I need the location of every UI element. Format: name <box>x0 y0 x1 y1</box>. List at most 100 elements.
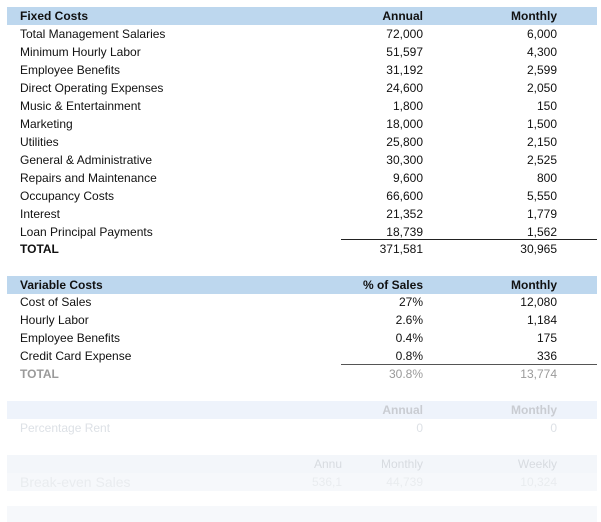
row-monthly: 150 <box>536 99 557 113</box>
percentage-rent-label: Percentage Rent <box>20 421 111 435</box>
fixed-cost-row: Occupancy Costs 66,600 5,550 <box>7 187 597 205</box>
breakeven-header: Annu Monthly Weekly <box>7 455 597 473</box>
row-annual: 51,597 <box>386 45 423 59</box>
variable-cost-row: Employee Benefits 0.4% 175 <box>7 329 597 347</box>
row-label: Music & Entertainment <box>20 99 141 113</box>
total-label: TOTAL <box>20 242 59 256</box>
row-label: Total Management Salaries <box>20 27 166 41</box>
weekly-column-header: Weekly <box>517 457 557 471</box>
row-monthly: 2,525 <box>526 153 557 167</box>
percentage-rent-monthly: 0 <box>550 421 557 435</box>
breakeven-annual: 536,1 <box>311 475 342 489</box>
total-monthly: 30,965 <box>520 242 557 256</box>
fixed-cost-row: Loan Principal Payments 18,739 1,562 <box>7 223 597 241</box>
variable-costs-total-row: TOTAL 30.8% 13,774 <box>7 365 597 383</box>
variable-cost-row: Hourly Labor 2.6% 1,184 <box>7 311 597 329</box>
monthly-column-header: Monthly <box>380 457 423 471</box>
row-monthly: 2,050 <box>526 81 557 95</box>
row-label: Loan Principal Payments <box>20 225 153 239</box>
monthly-column-header: Monthly <box>511 403 557 417</box>
row-annual: 31,192 <box>386 63 423 77</box>
row-label: Hourly Labor <box>20 313 89 327</box>
variable-cost-row: Cost of Sales 27% 12,080 <box>7 293 597 311</box>
pct-sales-column-header: % of Sales <box>362 278 423 292</box>
breakeven-weekly: 10,324 <box>520 475 557 489</box>
row-monthly: 1,779 <box>526 207 557 221</box>
row-annual: 30,300 <box>386 153 423 167</box>
fixed-cost-row: Music & Entertainment 1,800 150 <box>7 97 597 115</box>
row-monthly: 1,500 <box>526 117 557 131</box>
row-monthly: 4,300 <box>526 45 557 59</box>
percentage-rent-row: Percentage Rent 0 0 <box>7 419 597 437</box>
fixed-costs-total-row: TOTAL 371,581 30,965 <box>7 240 597 258</box>
fixed-costs-header: Fixed Costs Annual Monthly <box>7 7 597 25</box>
row-monthly: 6,000 <box>526 27 557 41</box>
fixed-cost-row: Total Management Salaries 72,000 6,000 <box>7 25 597 43</box>
breakeven-sales-row: Break-even Sales 536,1 44,739 10,324 <box>7 473 597 491</box>
row-label: Credit Card Expense <box>20 349 132 363</box>
row-label: Minimum Hourly Labor <box>20 45 141 59</box>
row-label: Employee Benefits <box>20 331 121 345</box>
row-annual: 72,000 <box>386 27 423 41</box>
total-divider <box>341 364 597 365</box>
total-label: TOTAL <box>20 367 59 381</box>
variable-cost-row: Credit Card Expense 0.8% 336 <box>7 347 597 365</box>
row-monthly: 800 <box>536 171 557 185</box>
monthly-column-header: Monthly <box>511 278 557 292</box>
percentage-rent-annual: 0 <box>416 421 423 435</box>
row-monthly: 1,562 <box>526 225 557 239</box>
row-annual: 21,352 <box>386 207 423 221</box>
fixed-cost-row: General & Administrative 30,300 2,525 <box>7 151 597 169</box>
monthly-column-header: Monthly <box>511 9 557 23</box>
fixed-cost-row: Marketing 18,000 1,500 <box>7 115 597 133</box>
row-monthly: 1,184 <box>526 313 557 327</box>
row-pct: 2.6% <box>395 313 423 327</box>
fixed-cost-row: Utilities 25,800 2,150 <box>7 133 597 151</box>
variable-costs-header: Variable Costs % of Sales Monthly <box>7 276 597 294</box>
total-monthly: 13,774 <box>520 367 557 381</box>
row-label: Marketing <box>20 117 73 131</box>
row-label: Cost of Sales <box>20 295 92 309</box>
row-label: Occupancy Costs <box>20 189 115 203</box>
row-pct: 27% <box>398 295 423 309</box>
rent-header: Annual Monthly <box>7 401 597 419</box>
cut-off-row <box>7 506 597 522</box>
row-monthly: 2,150 <box>526 135 557 149</box>
row-label: General & Administrative <box>20 153 153 167</box>
row-monthly: 175 <box>536 331 557 345</box>
total-annual: 371,581 <box>379 242 423 256</box>
breakeven-monthly: 44,739 <box>386 475 423 489</box>
row-annual: 18,000 <box>386 117 423 131</box>
fixed-cost-row: Minimum Hourly Labor 51,597 4,300 <box>7 43 597 61</box>
row-label: Interest <box>20 207 61 221</box>
variable-costs-title: Variable Costs <box>20 278 103 292</box>
fixed-cost-row: Repairs and Maintenance 9,600 800 <box>7 169 597 187</box>
row-label: Repairs and Maintenance <box>20 171 157 185</box>
fixed-cost-row: Direct Operating Expenses 24,600 2,050 <box>7 79 597 97</box>
row-monthly: 5,550 <box>526 189 557 203</box>
annual-column-header: Annual <box>382 403 423 417</box>
breakeven-sales-label: Break-even Sales <box>20 474 131 490</box>
row-pct: 0.8% <box>395 349 423 363</box>
row-annual: 66,600 <box>386 189 423 203</box>
annual-column-header: Annual <box>382 9 423 23</box>
fixed-cost-row: Employee Benefits 31,192 2,599 <box>7 61 597 79</box>
row-annual: 9,600 <box>392 171 423 185</box>
row-monthly: 12,080 <box>520 295 557 309</box>
annual-column-header: Annu <box>313 457 342 471</box>
total-divider <box>341 239 597 240</box>
row-annual: 25,800 <box>386 135 423 149</box>
row-label: Utilities <box>20 135 59 149</box>
row-label: Employee Benefits <box>20 63 121 77</box>
total-pct: 30.8% <box>388 367 423 381</box>
row-annual: 1,800 <box>392 99 423 113</box>
fixed-costs-title: Fixed Costs <box>20 9 89 23</box>
row-monthly: 336 <box>536 349 557 363</box>
row-label: Direct Operating Expenses <box>20 81 164 95</box>
fixed-cost-row: Interest 21,352 1,779 <box>7 205 597 223</box>
row-annual: 18,739 <box>386 225 423 239</box>
row-annual: 24,600 <box>386 81 423 95</box>
row-monthly: 2,599 <box>526 63 557 77</box>
row-pct: 0.4% <box>395 331 423 345</box>
